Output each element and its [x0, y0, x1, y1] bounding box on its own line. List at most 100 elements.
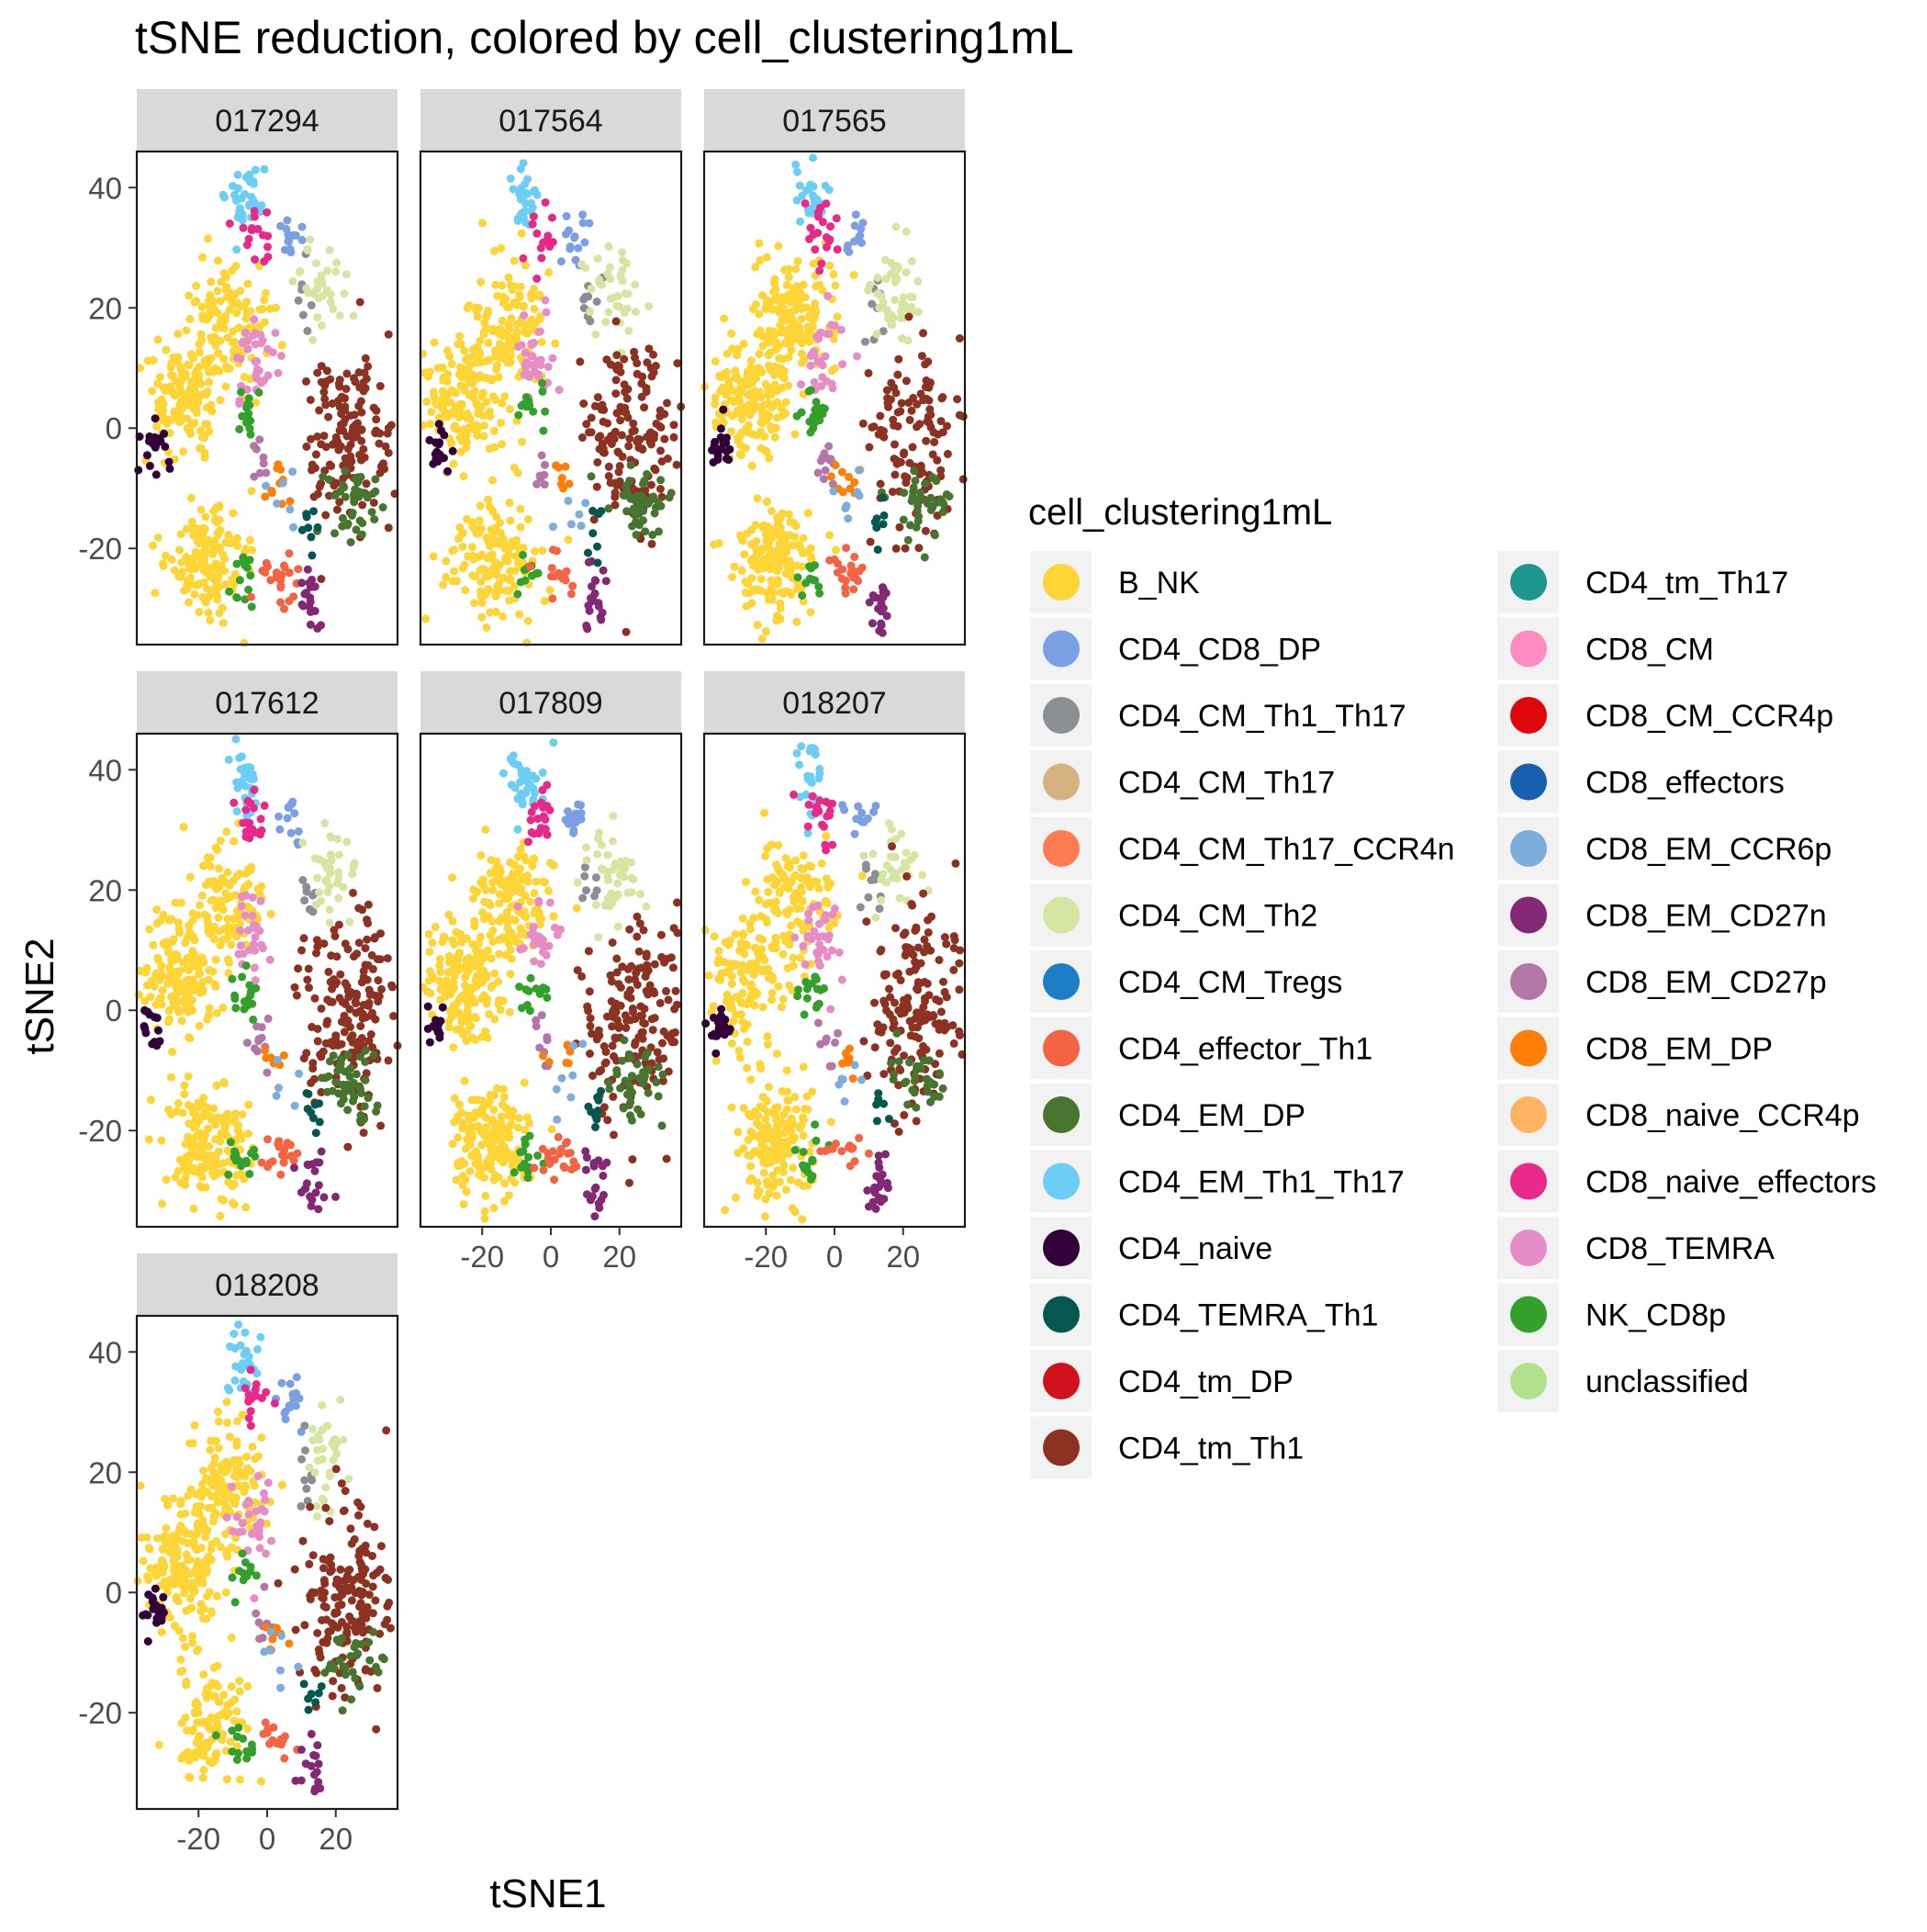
data-point	[198, 892, 207, 900]
data-point	[877, 480, 885, 489]
data-point	[164, 948, 173, 956]
data-point	[785, 273, 793, 281]
data-point	[164, 1106, 173, 1114]
data-point	[438, 397, 446, 405]
data-point	[804, 208, 812, 217]
data-point	[582, 1166, 590, 1174]
data-point	[329, 305, 337, 313]
data-point	[808, 1087, 816, 1095]
data-point	[670, 433, 678, 442]
data-point	[759, 564, 767, 572]
data-point	[255, 435, 263, 444]
data-point	[283, 216, 291, 224]
data-point	[181, 556, 189, 565]
data-point	[773, 1050, 781, 1058]
data-point	[796, 182, 804, 190]
data-point	[518, 341, 526, 349]
data-point	[838, 566, 846, 574]
data-point	[217, 941, 225, 949]
data-point	[247, 863, 255, 871]
data-point	[712, 1057, 721, 1065]
data-point	[812, 398, 821, 406]
data-point	[190, 377, 198, 386]
data-point	[172, 899, 180, 907]
data-point	[912, 477, 920, 485]
data-point	[233, 594, 241, 602]
data-point	[734, 1129, 742, 1137]
data-point	[557, 257, 566, 265]
data-point	[786, 325, 794, 333]
data-point	[789, 1163, 797, 1172]
data-point	[580, 239, 588, 247]
data-point	[524, 837, 532, 846]
data-point	[248, 224, 256, 232]
data-point	[229, 182, 237, 190]
y-tick-label: -20	[78, 532, 122, 566]
data-point	[633, 913, 642, 921]
data-point	[455, 949, 464, 957]
data-point	[889, 488, 897, 496]
data-point	[190, 1205, 198, 1213]
data-point	[534, 898, 543, 906]
data-point	[564, 497, 572, 505]
data-point	[222, 286, 230, 294]
data-point	[917, 389, 925, 398]
data-point	[385, 523, 393, 532]
data-point	[919, 329, 927, 337]
data-point	[647, 481, 655, 489]
data-point	[436, 968, 444, 976]
data-point	[496, 1134, 504, 1142]
data-point	[800, 1062, 808, 1071]
data-point	[649, 1026, 657, 1034]
data-point	[611, 428, 620, 436]
data-point	[633, 370, 642, 378]
data-point	[764, 386, 772, 394]
data-point	[506, 499, 514, 507]
data-point	[143, 964, 151, 972]
data-point	[765, 1083, 773, 1091]
data-point	[507, 970, 515, 978]
data-point	[798, 409, 806, 417]
data-point	[295, 1070, 303, 1078]
data-point	[740, 1104, 748, 1112]
data-point	[510, 185, 518, 194]
data-point	[757, 575, 766, 583]
data-point	[436, 955, 444, 963]
data-point	[822, 182, 830, 190]
data-point	[449, 937, 457, 945]
data-point	[145, 1135, 153, 1143]
data-point	[521, 189, 530, 197]
data-point	[842, 577, 850, 585]
data-point	[358, 1034, 366, 1042]
data-point	[604, 851, 612, 859]
data-point	[842, 544, 850, 552]
x-tick-label: -20	[460, 1240, 504, 1274]
data-point	[633, 1061, 642, 1069]
data-point	[242, 961, 251, 970]
data-point	[561, 463, 569, 471]
data-point	[559, 485, 567, 493]
data-point	[745, 966, 753, 974]
data-point	[734, 375, 742, 383]
data-point	[254, 1037, 263, 1045]
data-point	[555, 386, 564, 394]
data-point	[242, 1159, 251, 1167]
data-point	[152, 1001, 161, 1009]
data-point	[579, 399, 588, 408]
data-point	[553, 1085, 561, 1094]
data-point	[564, 807, 572, 815]
data-point	[771, 381, 779, 389]
data-point	[530, 339, 538, 347]
data-point	[798, 1215, 806, 1223]
data-point	[497, 868, 505, 876]
data-point	[308, 1202, 316, 1210]
data-point	[577, 801, 585, 809]
data-point	[902, 545, 910, 553]
data-point	[358, 519, 366, 527]
data-point	[904, 536, 913, 545]
data-point	[640, 927, 648, 935]
data-point	[539, 1145, 547, 1153]
data-point	[501, 545, 510, 553]
data-point	[453, 577, 461, 585]
